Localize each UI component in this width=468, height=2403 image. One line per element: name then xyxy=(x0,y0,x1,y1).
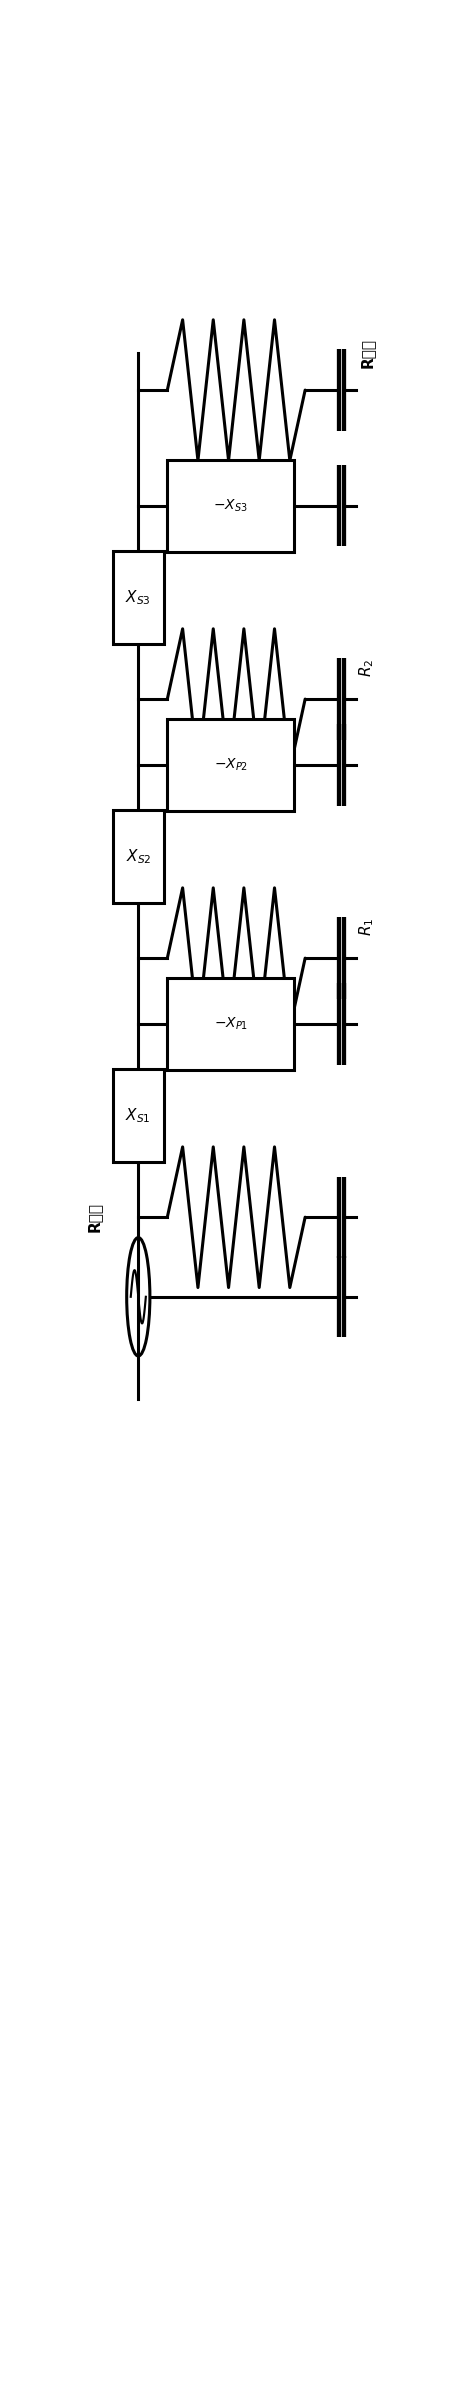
FancyBboxPatch shape xyxy=(168,718,294,812)
Text: $-X_{S3}$: $-X_{S3}$ xyxy=(213,497,248,514)
FancyBboxPatch shape xyxy=(113,550,164,644)
Text: $X_{S2}$: $X_{S2}$ xyxy=(125,846,151,865)
FancyBboxPatch shape xyxy=(168,459,294,553)
Text: $X_{S3}$: $X_{S3}$ xyxy=(125,589,151,606)
Text: R较小: R较小 xyxy=(87,1202,102,1233)
FancyBboxPatch shape xyxy=(113,810,164,904)
Text: $-X_{P1}$: $-X_{P1}$ xyxy=(214,1016,248,1031)
FancyBboxPatch shape xyxy=(113,1069,164,1161)
Text: $X_{S1}$: $X_{S1}$ xyxy=(125,1105,151,1125)
Text: $R_1$: $R_1$ xyxy=(358,918,376,937)
Text: R较大: R较大 xyxy=(359,339,374,368)
Text: $-X_{P2}$: $-X_{P2}$ xyxy=(214,757,248,774)
Text: $R_2$: $R_2$ xyxy=(358,658,376,678)
FancyBboxPatch shape xyxy=(168,978,294,1069)
